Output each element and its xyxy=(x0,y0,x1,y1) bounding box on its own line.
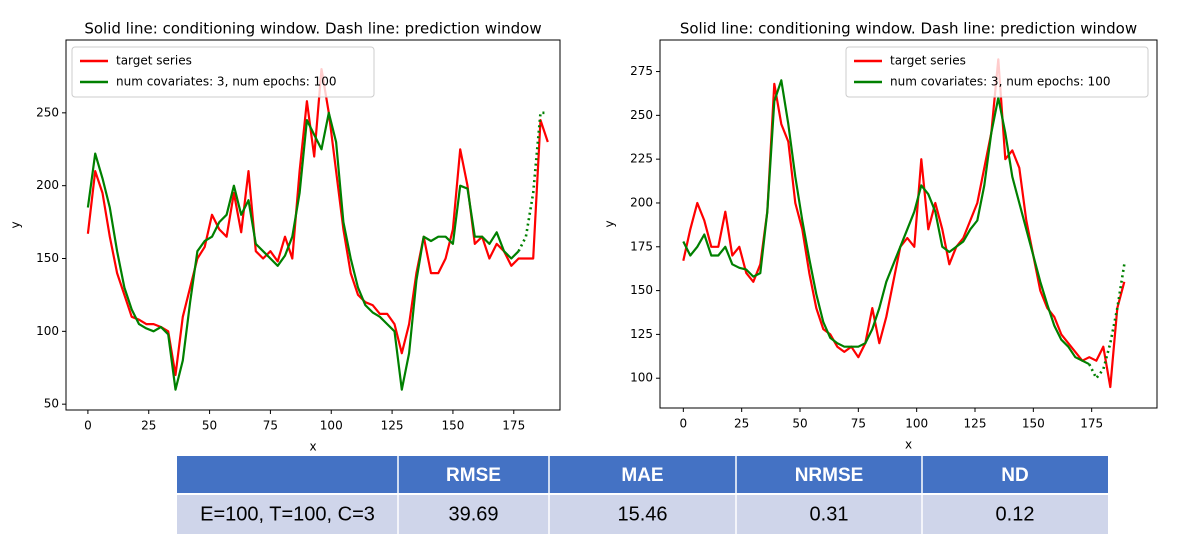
y-axis-label: y xyxy=(603,220,617,227)
x-tick-label: 150 xyxy=(1022,417,1045,431)
table-header-bg xyxy=(177,456,1108,494)
table-cell: 0.31 xyxy=(810,503,849,525)
y-tick-label: 175 xyxy=(630,239,653,253)
y-tick-label: 200 xyxy=(36,178,59,192)
legend-label: num covariates: 3, num epochs: 100 xyxy=(890,75,1110,89)
x-tick-label: 75 xyxy=(851,417,866,431)
table-header-cell: MAE xyxy=(621,465,663,486)
y-axis-label: y xyxy=(9,221,23,228)
x-tick-label: 25 xyxy=(141,419,156,433)
series-line xyxy=(682,79,1090,366)
axes-frame xyxy=(659,39,1158,409)
y-tick-label: 225 xyxy=(630,152,653,166)
chart-title: Solid line: conditioning window. Dash li… xyxy=(84,20,541,38)
table-header-cell: NRMSE xyxy=(795,465,864,486)
x-axis-label: x xyxy=(309,440,316,454)
y-tick-label: 250 xyxy=(630,108,653,122)
x-tick-label: 75 xyxy=(263,419,278,433)
table-row-bg xyxy=(177,494,1108,534)
x-tick-label: 0 xyxy=(84,419,92,433)
table-cell: 39.69 xyxy=(448,503,498,525)
chart-title: Solid line: conditioning window. Dash li… xyxy=(680,20,1137,38)
table-cell: 0.12 xyxy=(996,503,1035,525)
x-tick-label: 100 xyxy=(905,417,928,431)
y-tick-label: 150 xyxy=(36,251,59,265)
x-tick-label: 175 xyxy=(1080,417,1103,431)
y-tick-label: 100 xyxy=(630,371,653,385)
legend-label: target series xyxy=(116,54,192,68)
legend-box xyxy=(845,46,1149,98)
x-tick-label: 50 xyxy=(202,419,217,433)
x-tick-label: 125 xyxy=(964,417,987,431)
series-line xyxy=(517,111,548,252)
x-tick-label: 125 xyxy=(381,419,404,433)
table-header-cell: RMSE xyxy=(446,465,501,486)
series-line xyxy=(86,111,520,391)
y-tick-label: 200 xyxy=(630,195,653,209)
x-tick-label: 25 xyxy=(734,417,749,431)
legend-box xyxy=(71,46,375,98)
series-line xyxy=(1088,264,1126,380)
x-tick-label: 50 xyxy=(792,417,807,431)
y-tick-label: 100 xyxy=(36,324,59,338)
x-tick-label: 150 xyxy=(441,419,464,433)
series-line xyxy=(682,58,1126,389)
legend-label: target series xyxy=(890,54,966,68)
x-tick-label: 175 xyxy=(502,419,525,433)
axes-frame xyxy=(65,39,561,411)
y-tick-label: 150 xyxy=(630,283,653,297)
x-tick-label: 100 xyxy=(320,419,343,433)
y-tick-label: 250 xyxy=(36,105,59,119)
x-tick-label: 0 xyxy=(680,417,688,431)
y-tick-label: 275 xyxy=(630,64,653,78)
y-tick-label: 50 xyxy=(44,397,59,411)
x-axis-label: x xyxy=(905,438,912,452)
legend-label: num covariates: 3, num epochs: 100 xyxy=(116,75,336,89)
table-header-cell: ND xyxy=(1001,465,1028,486)
table-cell: 15.46 xyxy=(617,503,667,525)
y-tick-label: 125 xyxy=(630,327,653,341)
table-row-label: E=100, T=100, C=3 xyxy=(200,503,375,525)
